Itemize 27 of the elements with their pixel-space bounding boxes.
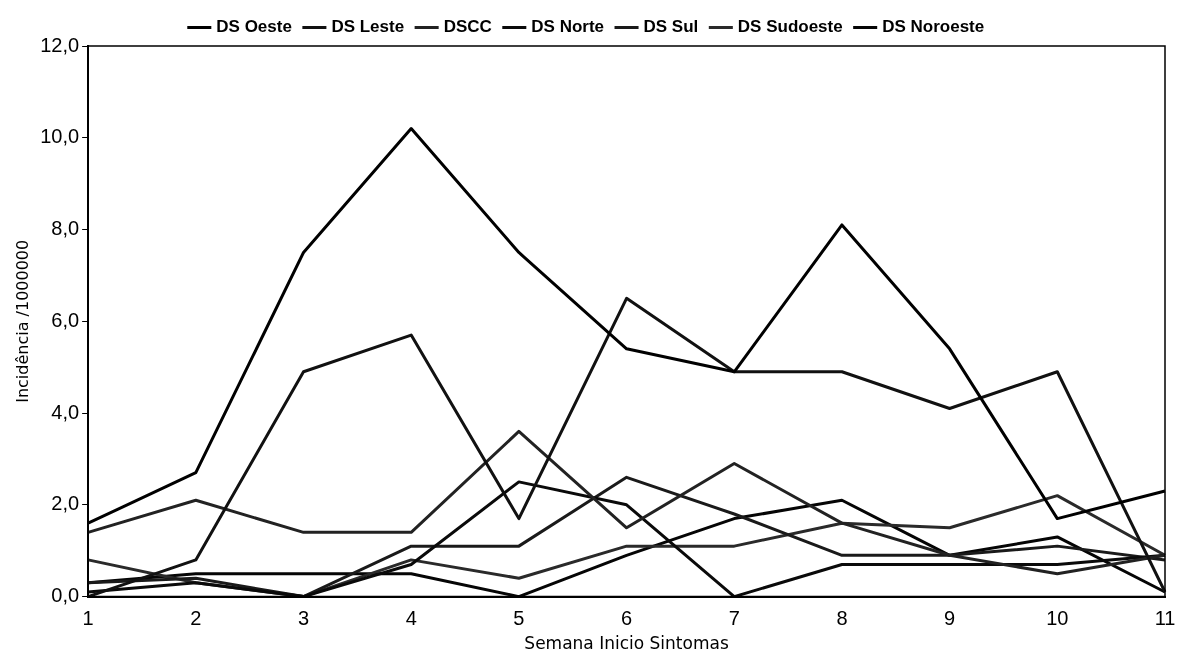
y-tick-label: 12,0 <box>40 33 80 56</box>
y-tick-label: 4,0 <box>51 400 80 423</box>
x-tick-label: 3 <box>297 607 310 630</box>
y-axis-title: Incidência /1000000 <box>12 239 32 403</box>
legend-label: DS Oeste <box>216 17 292 37</box>
x-tick-label: 5 <box>513 607 525 630</box>
y-tick-label: 10,0 <box>40 125 80 148</box>
y-tick-label: 6,0 <box>51 308 80 331</box>
legend-label: DS Sudoeste <box>737 17 843 37</box>
x-tick-label: 1 <box>82 607 94 630</box>
x-tick-label: 6 <box>621 607 633 630</box>
x-tick-label: 2 <box>190 607 202 630</box>
x-tick-label: 4 <box>405 607 417 630</box>
x-tick-label: 10 <box>1046 607 1069 630</box>
x-axis-title: Semana Inicio Sintomas <box>524 633 729 654</box>
x-tick-label: 11 <box>1154 607 1176 630</box>
x-tick-label: 7 <box>728 607 740 630</box>
legend-label: DS Sul <box>643 17 699 37</box>
y-tick-label: 8,0 <box>51 217 80 240</box>
legend-label: DSCC <box>443 17 492 37</box>
legend-label: DS Leste <box>331 17 405 37</box>
y-tick-label: 0,0 <box>51 584 80 607</box>
legend-label: DS Norte <box>531 17 605 37</box>
x-tick-label: 8 <box>836 607 848 630</box>
y-tick-label: 2,0 <box>51 492 80 515</box>
x-tick-label: 9 <box>944 607 956 630</box>
legend-label: DS Noroeste <box>882 17 985 37</box>
